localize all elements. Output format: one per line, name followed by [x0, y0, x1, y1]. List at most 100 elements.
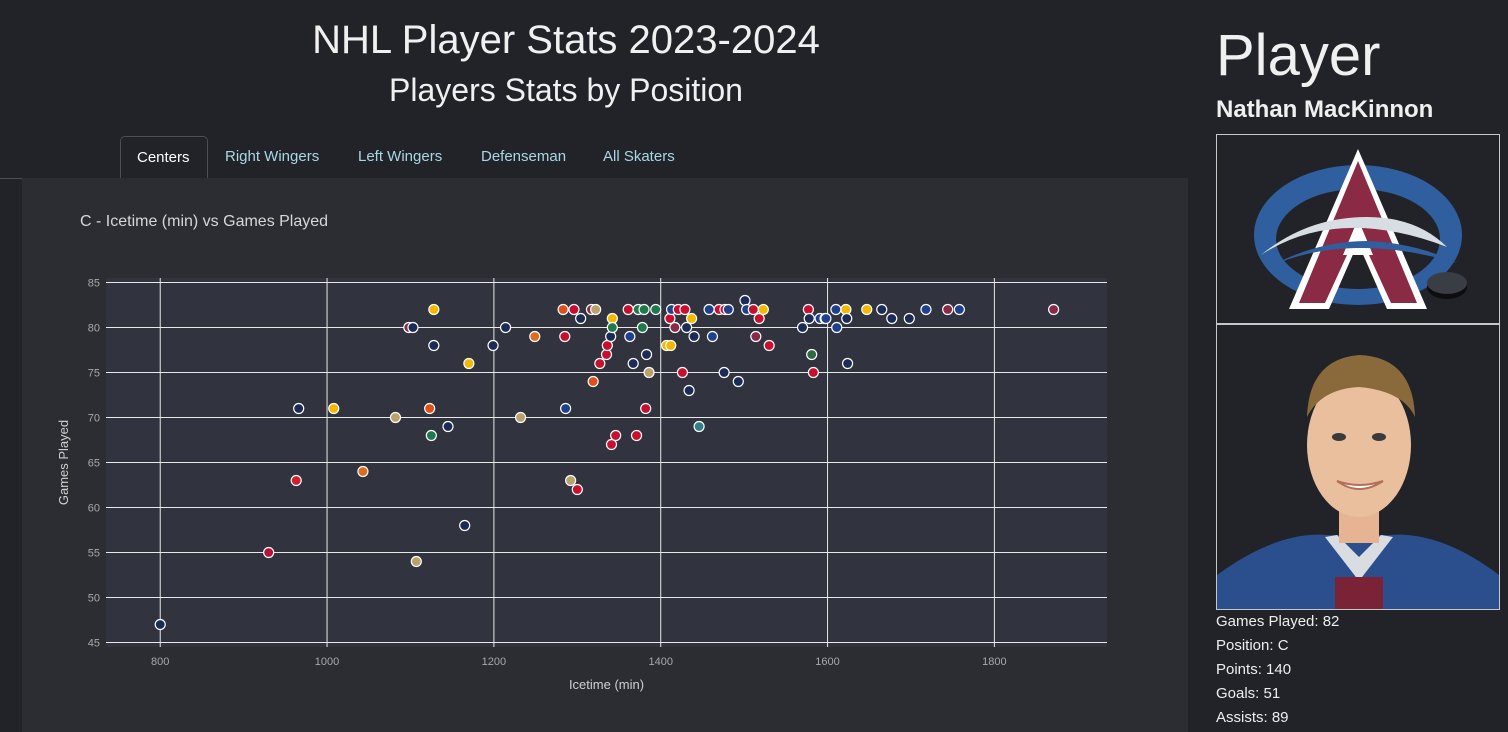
data-point[interactable] — [747, 303, 759, 316]
data-point[interactable] — [685, 312, 698, 325]
data-point[interactable] — [389, 411, 402, 424]
data-point[interactable] — [886, 312, 898, 325]
data-point[interactable] — [560, 402, 572, 415]
data-point[interactable] — [665, 339, 677, 352]
data-point[interactable] — [568, 303, 580, 316]
data-point[interactable] — [706, 330, 719, 343]
tab-left-wingers[interactable]: Left Wingers — [358, 148, 443, 165]
data-point[interactable] — [630, 429, 643, 442]
data-point[interactable] — [407, 321, 419, 334]
data-point[interactable] — [664, 312, 676, 325]
data-point[interactable] — [575, 312, 587, 325]
data-point[interactable] — [876, 303, 888, 316]
y-tick-label: 60 — [88, 503, 100, 515]
data-point[interactable] — [410, 555, 422, 568]
avalanche-logo — [1254, 149, 1467, 309]
data-point[interactable] — [636, 321, 648, 334]
data-point[interactable] — [610, 429, 622, 442]
data-point[interactable] — [154, 618, 166, 631]
x-tick-label: 1000 — [315, 656, 339, 668]
data-point[interactable] — [841, 312, 853, 325]
data-point[interactable] — [605, 330, 617, 343]
data-point[interactable] — [428, 339, 440, 352]
data-point[interactable] — [559, 330, 571, 343]
data-point[interactable] — [676, 366, 689, 379]
data-point[interactable] — [622, 303, 634, 316]
tab-defenseman[interactable]: Defenseman — [481, 148, 567, 165]
data-point[interactable] — [830, 303, 842, 316]
data-point[interactable] — [328, 402, 340, 415]
data-point[interactable] — [499, 321, 512, 334]
data-point[interactable] — [803, 312, 815, 325]
data-point[interactable] — [688, 330, 700, 343]
data-point[interactable] — [820, 312, 832, 325]
data-point[interactable] — [425, 429, 437, 442]
data-point[interactable] — [587, 375, 599, 388]
data-point[interactable] — [680, 321, 693, 334]
data-point[interactable] — [806, 348, 818, 361]
scatter-chart[interactable]: 45 50 55 60 65 70 75 80 85 800 1000 1200 1400 1600 180… — [22, 178, 1188, 732]
data-point[interactable] — [640, 402, 652, 415]
y-tick-label: 85 — [88, 278, 100, 290]
y-tick-label: 55 — [88, 548, 100, 560]
data-point[interactable] — [627, 357, 639, 370]
data-point[interactable] — [807, 366, 819, 379]
tab-all-skaters[interactable]: All Skaters — [603, 148, 675, 165]
data-point[interactable] — [590, 303, 602, 316]
data-point[interactable] — [732, 375, 744, 388]
data-point[interactable] — [920, 303, 932, 316]
data-point[interactable] — [750, 330, 762, 343]
data-point[interactable] — [703, 303, 715, 316]
data-point[interactable] — [763, 339, 775, 352]
data-point[interactable] — [487, 339, 499, 352]
stat-games-played: Games Played: 82 — [1216, 613, 1340, 630]
data-point[interactable] — [753, 312, 765, 325]
data-point[interactable] — [903, 312, 915, 325]
data-point[interactable] — [942, 303, 954, 316]
data-point[interactable] — [594, 357, 606, 370]
data-point[interactable] — [638, 303, 650, 316]
data-point[interactable] — [683, 384, 695, 397]
data-point[interactable] — [565, 474, 577, 487]
data-point[interactable] — [263, 546, 275, 559]
data-point[interactable] — [357, 465, 369, 478]
data-point[interactable] — [739, 294, 751, 307]
data-point[interactable] — [529, 330, 541, 343]
data-point[interactable] — [606, 321, 618, 334]
data-point[interactable] — [605, 438, 618, 451]
y-tick-label: 70 — [88, 413, 100, 425]
data-point[interactable] — [757, 303, 769, 316]
player-name: Nathan MacKinnon — [1216, 96, 1434, 123]
data-point[interactable] — [640, 348, 653, 361]
data-point[interactable] — [722, 303, 734, 316]
data-point[interactable] — [442, 420, 454, 433]
data-point[interactable] — [514, 411, 527, 424]
data-point[interactable] — [679, 303, 691, 316]
data-point[interactable] — [796, 321, 809, 334]
data-point[interactable] — [650, 303, 662, 316]
y-tick-label: 50 — [88, 593, 100, 605]
y-axis-label: Games Played — [56, 420, 71, 505]
y-tick-label: 80 — [88, 323, 100, 335]
data-point[interactable] — [693, 420, 705, 433]
data-point[interactable] — [624, 330, 636, 343]
data-point[interactable] — [293, 402, 305, 415]
tab-centers[interactable]: Centers — [120, 136, 208, 179]
data-point[interactable] — [861, 303, 873, 316]
data-point[interactable] — [718, 366, 730, 379]
data-point[interactable] — [643, 366, 655, 379]
player-heading: Player — [1216, 23, 1381, 88]
data-point[interactable] — [953, 303, 965, 316]
data-point[interactable] — [557, 303, 569, 316]
data-point[interactable] — [459, 519, 471, 532]
data-point[interactable] — [290, 474, 302, 487]
data-point[interactable] — [831, 321, 843, 334]
data-point[interactable] — [428, 303, 440, 316]
tab-right-wingers[interactable]: Right Wingers — [225, 148, 320, 165]
data-point[interactable] — [669, 321, 681, 334]
data-point[interactable] — [1048, 303, 1060, 316]
data-point[interactable] — [841, 357, 854, 370]
data-point[interactable] — [463, 357, 475, 370]
data-point[interactable] — [571, 483, 583, 496]
data-point[interactable] — [424, 402, 436, 415]
